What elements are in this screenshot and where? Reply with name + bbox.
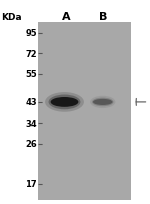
Text: B: B	[99, 12, 107, 22]
Bar	[38, 22, 130, 200]
Text: 43: 43	[25, 98, 37, 106]
Ellipse shape	[92, 98, 114, 107]
Text: 72: 72	[25, 50, 37, 59]
Text: 34: 34	[25, 119, 37, 128]
Ellipse shape	[49, 95, 80, 110]
Text: KDa: KDa	[2, 13, 22, 22]
Ellipse shape	[90, 96, 116, 109]
Text: 17: 17	[25, 180, 37, 188]
Ellipse shape	[93, 99, 112, 105]
Text: 95: 95	[25, 29, 37, 38]
Text: A: A	[62, 12, 70, 22]
Text: 55: 55	[25, 70, 37, 79]
Ellipse shape	[51, 98, 78, 107]
Ellipse shape	[45, 93, 84, 112]
Text: 26: 26	[25, 139, 37, 148]
